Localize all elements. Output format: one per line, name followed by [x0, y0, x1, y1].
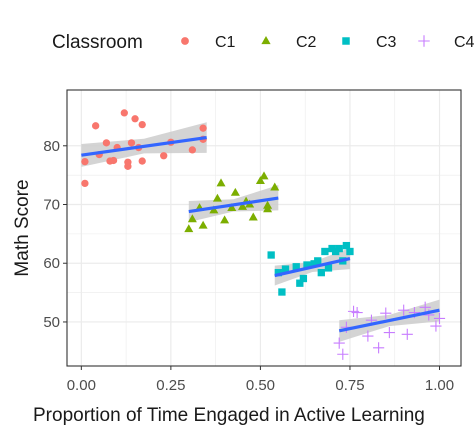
data-point-c3: [303, 261, 311, 269]
data-point-c4: [333, 337, 345, 349]
data-point-c4: [401, 328, 413, 340]
data-point-c4: [380, 307, 392, 319]
data-point-c4: [373, 342, 385, 354]
x-tick-label: 1.00: [425, 377, 454, 394]
confidence-band-c1: [81, 122, 207, 167]
data-point-c1: [102, 139, 111, 147]
fit-line-c3: [274, 256, 351, 278]
data-point-c2: [255, 176, 265, 185]
y-axis-title: Math Score: [12, 179, 33, 276]
data-point-c4: [398, 304, 410, 316]
data-point-c2: [270, 182, 280, 191]
data-point-c1: [138, 157, 146, 165]
data-point-c4: [351, 306, 363, 319]
data-point-c1: [199, 124, 207, 132]
legend: Classroom C1 C2 C3 C4: [52, 32, 474, 53]
legend-key-c4: [418, 35, 430, 47]
x-tick-label: 0.00: [67, 377, 96, 394]
data-point-c1: [81, 179, 89, 188]
data-point-c1: [124, 158, 132, 166]
legend-key-c2: [261, 35, 271, 45]
data-point-c4: [419, 301, 431, 313]
data-point-c1: [131, 115, 139, 123]
y-tick-label: 50: [43, 314, 60, 331]
data-point-c3: [296, 279, 304, 287]
data-point-c3: [342, 241, 351, 250]
data-point-c3: [324, 264, 333, 272]
legend-title: Classroom: [52, 32, 143, 53]
data-point-c2: [184, 224, 194, 233]
data-point-c2: [259, 171, 269, 180]
y-tick-label: 60: [43, 255, 60, 272]
data-point-c3: [267, 251, 275, 259]
x-tick-label: 0.75: [335, 377, 364, 394]
data-point-c4: [430, 320, 442, 332]
legend-key-c3: [342, 37, 350, 45]
data-point-c2: [237, 201, 248, 210]
data-point-c4: [383, 326, 395, 339]
data-point-c1: [91, 122, 100, 130]
legend-label-c4: C4: [454, 34, 474, 51]
data-point-c3: [317, 268, 325, 277]
legend-label-c3: C3: [376, 34, 397, 51]
data-point-c3: [335, 244, 343, 253]
data-point-c1: [160, 152, 168, 160]
data-point-c4: [362, 330, 374, 342]
data-point-c2: [248, 212, 258, 221]
legend-key-c1: [181, 37, 189, 45]
data-point-c2: [209, 205, 219, 214]
legend-label-c1: C1: [215, 34, 236, 51]
data-point-c2: [198, 220, 208, 229]
data-point-c2: [227, 203, 237, 212]
x-tick-label: 0.25: [156, 377, 185, 394]
data-point-c3: [346, 247, 354, 256]
y-tick-label: 80: [43, 138, 60, 155]
fit-line-c2: [188, 196, 279, 214]
data-point-c3: [299, 274, 308, 283]
data-point-c3: [292, 263, 300, 271]
data-point-c3: [321, 247, 329, 256]
data-point-c1: [120, 109, 128, 117]
data-point-c3: [281, 265, 290, 273]
data-point-c2: [263, 204, 273, 213]
x-axis-title: Proportion of Time Engaged in Active Lea…: [33, 405, 425, 426]
data-point-c1: [138, 120, 146, 129]
panel-border: [66, 89, 462, 367]
x-tick-label: 0.50: [246, 377, 275, 394]
fit-line-c1: [81, 135, 207, 157]
data-point-c2: [230, 187, 240, 196]
data-point-c3: [314, 257, 322, 265]
legend-label-c2: C2: [296, 34, 317, 51]
data-point-c1: [127, 139, 136, 147]
data-point-c4: [433, 312, 446, 325]
plot-panel: [66, 89, 462, 367]
data-point-c3: [274, 268, 282, 277]
data-point-c2: [212, 193, 222, 202]
data-point-c1: [188, 146, 197, 154]
data-point-c1: [109, 156, 118, 165]
data-point-c2: [216, 178, 226, 187]
data-point-c2: [220, 215, 230, 224]
y-tick-label: 70: [43, 197, 60, 214]
data-point-c1: [81, 157, 89, 166]
data-point-c4: [337, 348, 349, 360]
data-point-c3: [278, 288, 286, 296]
data-point-c2: [187, 214, 197, 223]
fit-line-c4: [338, 308, 440, 333]
